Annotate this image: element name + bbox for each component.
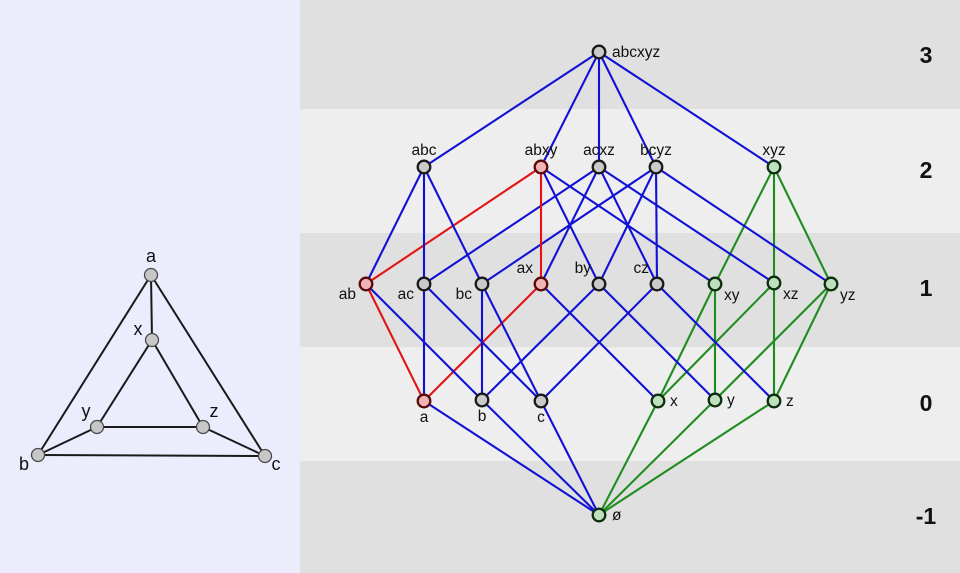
svg-text:abxy: abxy [525, 142, 558, 159]
svg-text:z: z [786, 393, 794, 410]
svg-text:acxz: acxz [583, 142, 615, 159]
svg-text:bc: bc [456, 286, 473, 303]
svg-text:b: b [478, 408, 487, 425]
svg-text:y: y [82, 401, 91, 421]
svg-text:ax: ax [517, 260, 534, 277]
svg-text:abcxyz: abcxyz [612, 44, 660, 61]
svg-text:xz: xz [783, 286, 799, 303]
svg-text:ab: ab [339, 286, 356, 303]
svg-text:y: y [727, 392, 735, 409]
svg-text:b: b [19, 454, 29, 474]
svg-text:by: by [575, 260, 592, 277]
svg-text:c: c [537, 409, 545, 426]
svg-text:z: z [210, 401, 219, 421]
svg-text:a: a [420, 409, 429, 426]
svg-text:ø: ø [612, 507, 622, 524]
svg-text:xy: xy [724, 287, 740, 304]
svg-text:x: x [134, 319, 143, 339]
svg-text:ac: ac [398, 286, 415, 303]
svg-text:yz: yz [840, 287, 856, 304]
svg-text:abc: abc [412, 142, 437, 159]
svg-text:xyz: xyz [762, 142, 785, 159]
svg-text:a: a [146, 246, 157, 266]
svg-text:cz: cz [634, 260, 650, 277]
svg-text:c: c [272, 454, 281, 474]
svg-text:bcyz: bcyz [640, 142, 672, 159]
svg-text:x: x [670, 393, 678, 410]
